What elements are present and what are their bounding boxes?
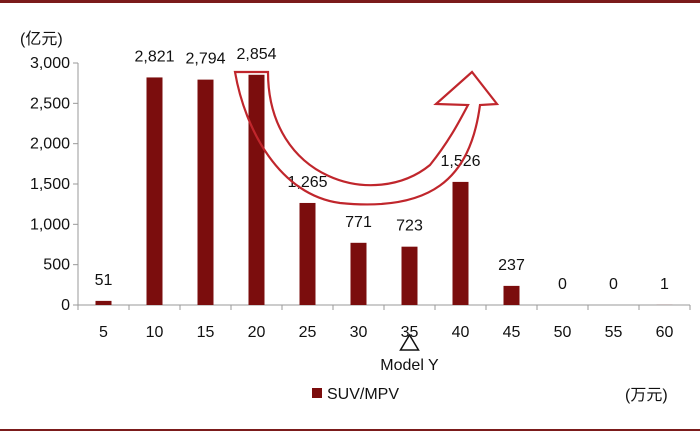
data-label: 0: [609, 276, 618, 293]
data-label: 2,821: [134, 48, 174, 65]
x-tick-label: 35: [401, 324, 419, 341]
bar: [350, 242, 367, 305]
x-tick-label: 5: [99, 324, 108, 341]
y-tick-label: 3,000: [30, 55, 70, 72]
y-tick-label: 1,500: [30, 176, 70, 193]
data-label: 1,526: [440, 153, 480, 170]
data-label: 1: [660, 276, 669, 293]
data-label: 723: [396, 218, 423, 235]
x-tick-label: 55: [605, 324, 623, 341]
x-tick-label: 15: [197, 324, 215, 341]
bar: [197, 79, 214, 305]
bar: [146, 77, 163, 305]
model-marker: Model Y: [380, 333, 439, 374]
x-tick-label: 25: [299, 324, 317, 341]
x-tick-label: 30: [350, 324, 368, 341]
data-label: 2,854: [236, 46, 276, 63]
x-tick-label: 60: [656, 324, 674, 341]
legend: SUV/MPV: [312, 386, 399, 403]
y-tick-label: 2,000: [30, 136, 70, 153]
data-label: 237: [498, 257, 525, 274]
x-axis: 5 10 15 20 25 30 35 40 45 50 55 60: [77, 304, 691, 341]
y-axis-unit: (亿元): [20, 30, 63, 48]
bar-series: [95, 74, 673, 305]
data-label: 771: [345, 214, 372, 231]
curved-arrow-annotation: [233, 70, 500, 206]
data-label: 0: [558, 276, 567, 293]
y-tick-label: 1,000: [30, 216, 70, 233]
x-tick-label: 20: [248, 324, 266, 341]
bar: [95, 300, 112, 305]
triangle-icon: [399, 333, 420, 351]
bar: [299, 202, 316, 305]
y-tick-label: 500: [43, 257, 70, 274]
bar: [401, 246, 418, 305]
legend-swatch: [312, 388, 322, 398]
bar: [248, 74, 265, 305]
annotation-label: Model Y: [380, 357, 439, 374]
data-label: 2,794: [185, 51, 225, 68]
x-axis-unit: (万元): [625, 387, 668, 404]
x-tick-label: 50: [554, 324, 572, 341]
data-label: 51: [95, 272, 113, 289]
y-tick-label: 2,500: [30, 95, 70, 112]
bar: [452, 181, 469, 305]
bar: [503, 285, 520, 305]
x-tick-label: 40: [452, 324, 470, 341]
y-tick-label: 0: [61, 297, 70, 314]
x-tick-label: 10: [146, 324, 164, 341]
x-tick-label: 45: [503, 324, 521, 341]
y-axis: 0 500 1,000 1,500 2,000 2,500 3,000: [30, 55, 79, 314]
legend-label: SUV/MPV: [327, 386, 399, 403]
